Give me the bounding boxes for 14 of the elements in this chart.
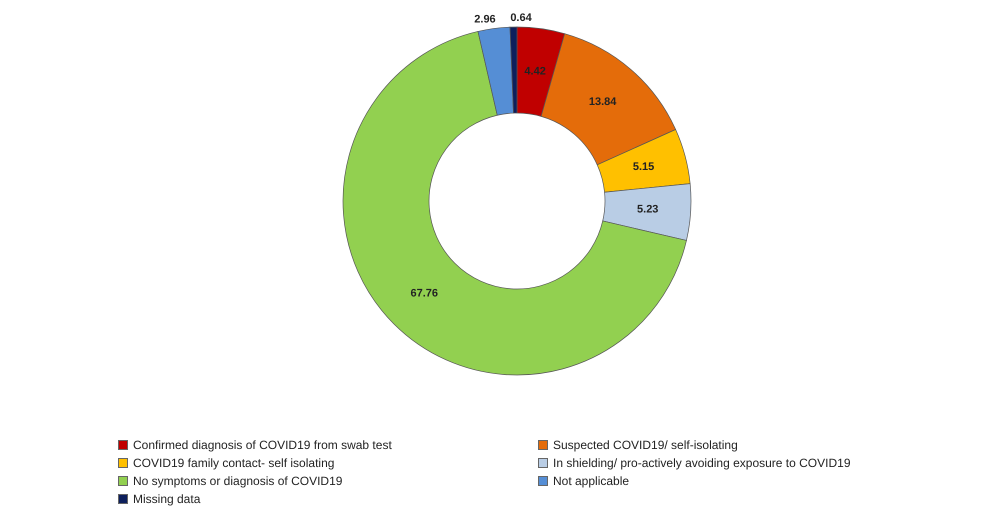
legend-label: Confirmed diagnosis of COVID19 from swab test bbox=[133, 438, 392, 452]
data-label: 4.42 bbox=[524, 65, 546, 78]
legend-label: COVID19 family contact- self isolating bbox=[133, 456, 334, 470]
legend-label: No symptoms or diagnosis of COVID19 bbox=[133, 474, 342, 488]
legend-label: In shielding/ pro-actively avoiding exposure to COVID19 bbox=[553, 456, 850, 470]
legend-label: Not applicable bbox=[553, 474, 630, 488]
legend-label: Missing data bbox=[133, 492, 200, 506]
data-label: 5.23 bbox=[637, 203, 658, 216]
data-label: 5.15 bbox=[632, 161, 654, 174]
data-label: 13.84 bbox=[588, 96, 618, 108]
data-label: 0.64 bbox=[510, 12, 533, 24]
data-label: 2.96 bbox=[474, 14, 496, 26]
data-label: 67.76 bbox=[410, 288, 438, 300]
legend-label: Suspected COVID19/ self-isolating bbox=[553, 438, 738, 452]
